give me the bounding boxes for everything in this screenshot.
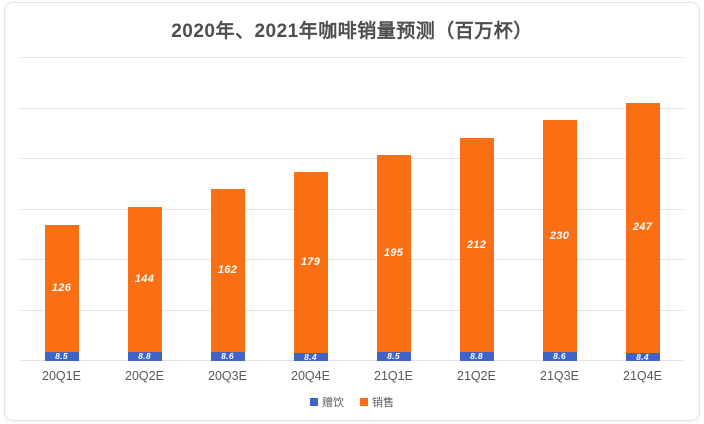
bar-segment-free-drinks: 8.8 <box>459 351 494 362</box>
bar-slot-21q1e: 195 8.5 <box>352 58 435 361</box>
bar-stack: 179 8.4 <box>293 58 328 362</box>
bar-segment-free-drinks: 8.4 <box>293 351 328 362</box>
bar-segment-sales: 144 <box>127 206 162 353</box>
legend-label-free-drinks: 赠饮 <box>322 397 344 409</box>
bar-stack: 126 8.5 <box>44 58 79 362</box>
bar-slot-21q2e: 212 8.8 <box>435 58 518 361</box>
data-label-free-drinks: 8.5 <box>387 351 400 362</box>
legend-item-sales: 销售 <box>360 394 394 410</box>
bar-stack: 162 8.6 <box>210 58 245 362</box>
gridline <box>20 57 684 58</box>
data-label-sales: 126 <box>51 282 72 295</box>
data-label-free-drinks: 8.5 <box>55 351 68 362</box>
x-axis-label: 20Q1E <box>42 369 81 383</box>
legend: 赠饮 销售 <box>5 394 699 410</box>
bar-segment-sales: 179 <box>293 171 328 353</box>
x-axis-label: 20Q2E <box>125 369 164 383</box>
data-label-free-drinks: 8.4 <box>636 351 649 362</box>
bar-slot-20q3e: 162 8.6 <box>186 58 269 361</box>
bar-stack: 247 8.4 <box>625 58 660 362</box>
legend-label-sales: 销售 <box>372 397 394 409</box>
data-label-sales: 179 <box>300 255 321 268</box>
x-axis-label: 21Q3E <box>540 369 579 383</box>
bar-slot-20q4e: 179 8.4 <box>269 58 352 361</box>
x-axis-labels: 20Q1E 20Q2E 20Q3E 20Q4E 21Q1E 21Q2E 21Q3E 21Q4E <box>20 369 684 383</box>
gridline <box>20 158 684 159</box>
bar-segment-free-drinks: 8.6 <box>210 351 245 362</box>
bar-stack: 195 8.5 <box>376 58 411 362</box>
data-label-sales: 144 <box>134 272 155 285</box>
bar-slot-20q2e: 144 8.8 <box>103 58 186 361</box>
gridline <box>20 259 684 260</box>
bar-segment-sales: 230 <box>542 120 577 353</box>
bar-slot-21q4e: 247 8.4 <box>601 58 684 361</box>
x-axis-label: 21Q1E <box>374 369 413 383</box>
bar-segment-free-drinks: 8.5 <box>44 351 79 362</box>
bar-segment-sales: 162 <box>210 188 245 353</box>
x-axis-label: 20Q4E <box>291 369 330 383</box>
bar-stack: 212 8.8 <box>459 58 494 362</box>
bar-segment-free-drinks: 8.4 <box>625 351 660 362</box>
bar-stack: 230 8.6 <box>542 58 577 362</box>
data-label-sales: 162 <box>217 264 238 277</box>
legend-swatch-free-drinks <box>310 398 318 406</box>
data-label-free-drinks: 8.6 <box>553 351 566 362</box>
bar-segment-free-drinks: 8.8 <box>127 351 162 362</box>
data-label-sales: 230 <box>549 229 570 242</box>
x-axis-label: 21Q4E <box>623 369 662 383</box>
x-axis-baseline <box>20 360 684 361</box>
bar-segment-sales: 126 <box>44 225 79 353</box>
gridline <box>20 107 684 109</box>
bar-segment-sales: 212 <box>459 138 494 353</box>
data-label-free-drinks: 8.8 <box>470 351 483 362</box>
data-label-free-drinks: 8.8 <box>138 351 151 362</box>
gridline <box>20 309 684 311</box>
chart-title: 2020年、2021年咖啡销量预测（百万杯） <box>171 21 533 42</box>
bar-slot-21q3e: 230 8.6 <box>518 58 601 361</box>
data-label-sales: 212 <box>466 238 487 251</box>
bar-stack: 144 8.8 <box>127 58 162 362</box>
plot-area: 126 8.5 144 8.8 162 8.6 179 8.4 195 8.5 212 8.8 230 8… <box>20 57 684 361</box>
legend-item-free-drinks: 赠饮 <box>310 394 344 410</box>
bars-row: 126 8.5 144 8.8 162 8.6 179 8.4 195 8.5 212 8.8 230 8… <box>20 58 684 361</box>
bar-segment-free-drinks: 8.5 <box>376 351 411 362</box>
bar-slot-20q1e: 126 8.5 <box>20 58 103 361</box>
legend-swatch-sales <box>360 398 368 406</box>
x-axis-label: 20Q3E <box>208 369 247 383</box>
gridline <box>20 208 684 210</box>
data-label-free-drinks: 8.6 <box>221 351 234 362</box>
data-label-sales: 247 <box>632 221 653 234</box>
bar-segment-sales: 247 <box>625 103 660 353</box>
chart-card: 2020年、2021年咖啡销量预测（百万杯） 126 8.5 144 8.8 162 8.… <box>4 2 700 421</box>
bar-segment-free-drinks: 8.6 <box>542 351 577 362</box>
bar-segment-sales: 195 <box>376 155 411 353</box>
x-axis-label: 21Q2E <box>457 369 496 383</box>
data-label-free-drinks: 8.4 <box>304 351 317 362</box>
data-label-sales: 195 <box>383 247 404 260</box>
